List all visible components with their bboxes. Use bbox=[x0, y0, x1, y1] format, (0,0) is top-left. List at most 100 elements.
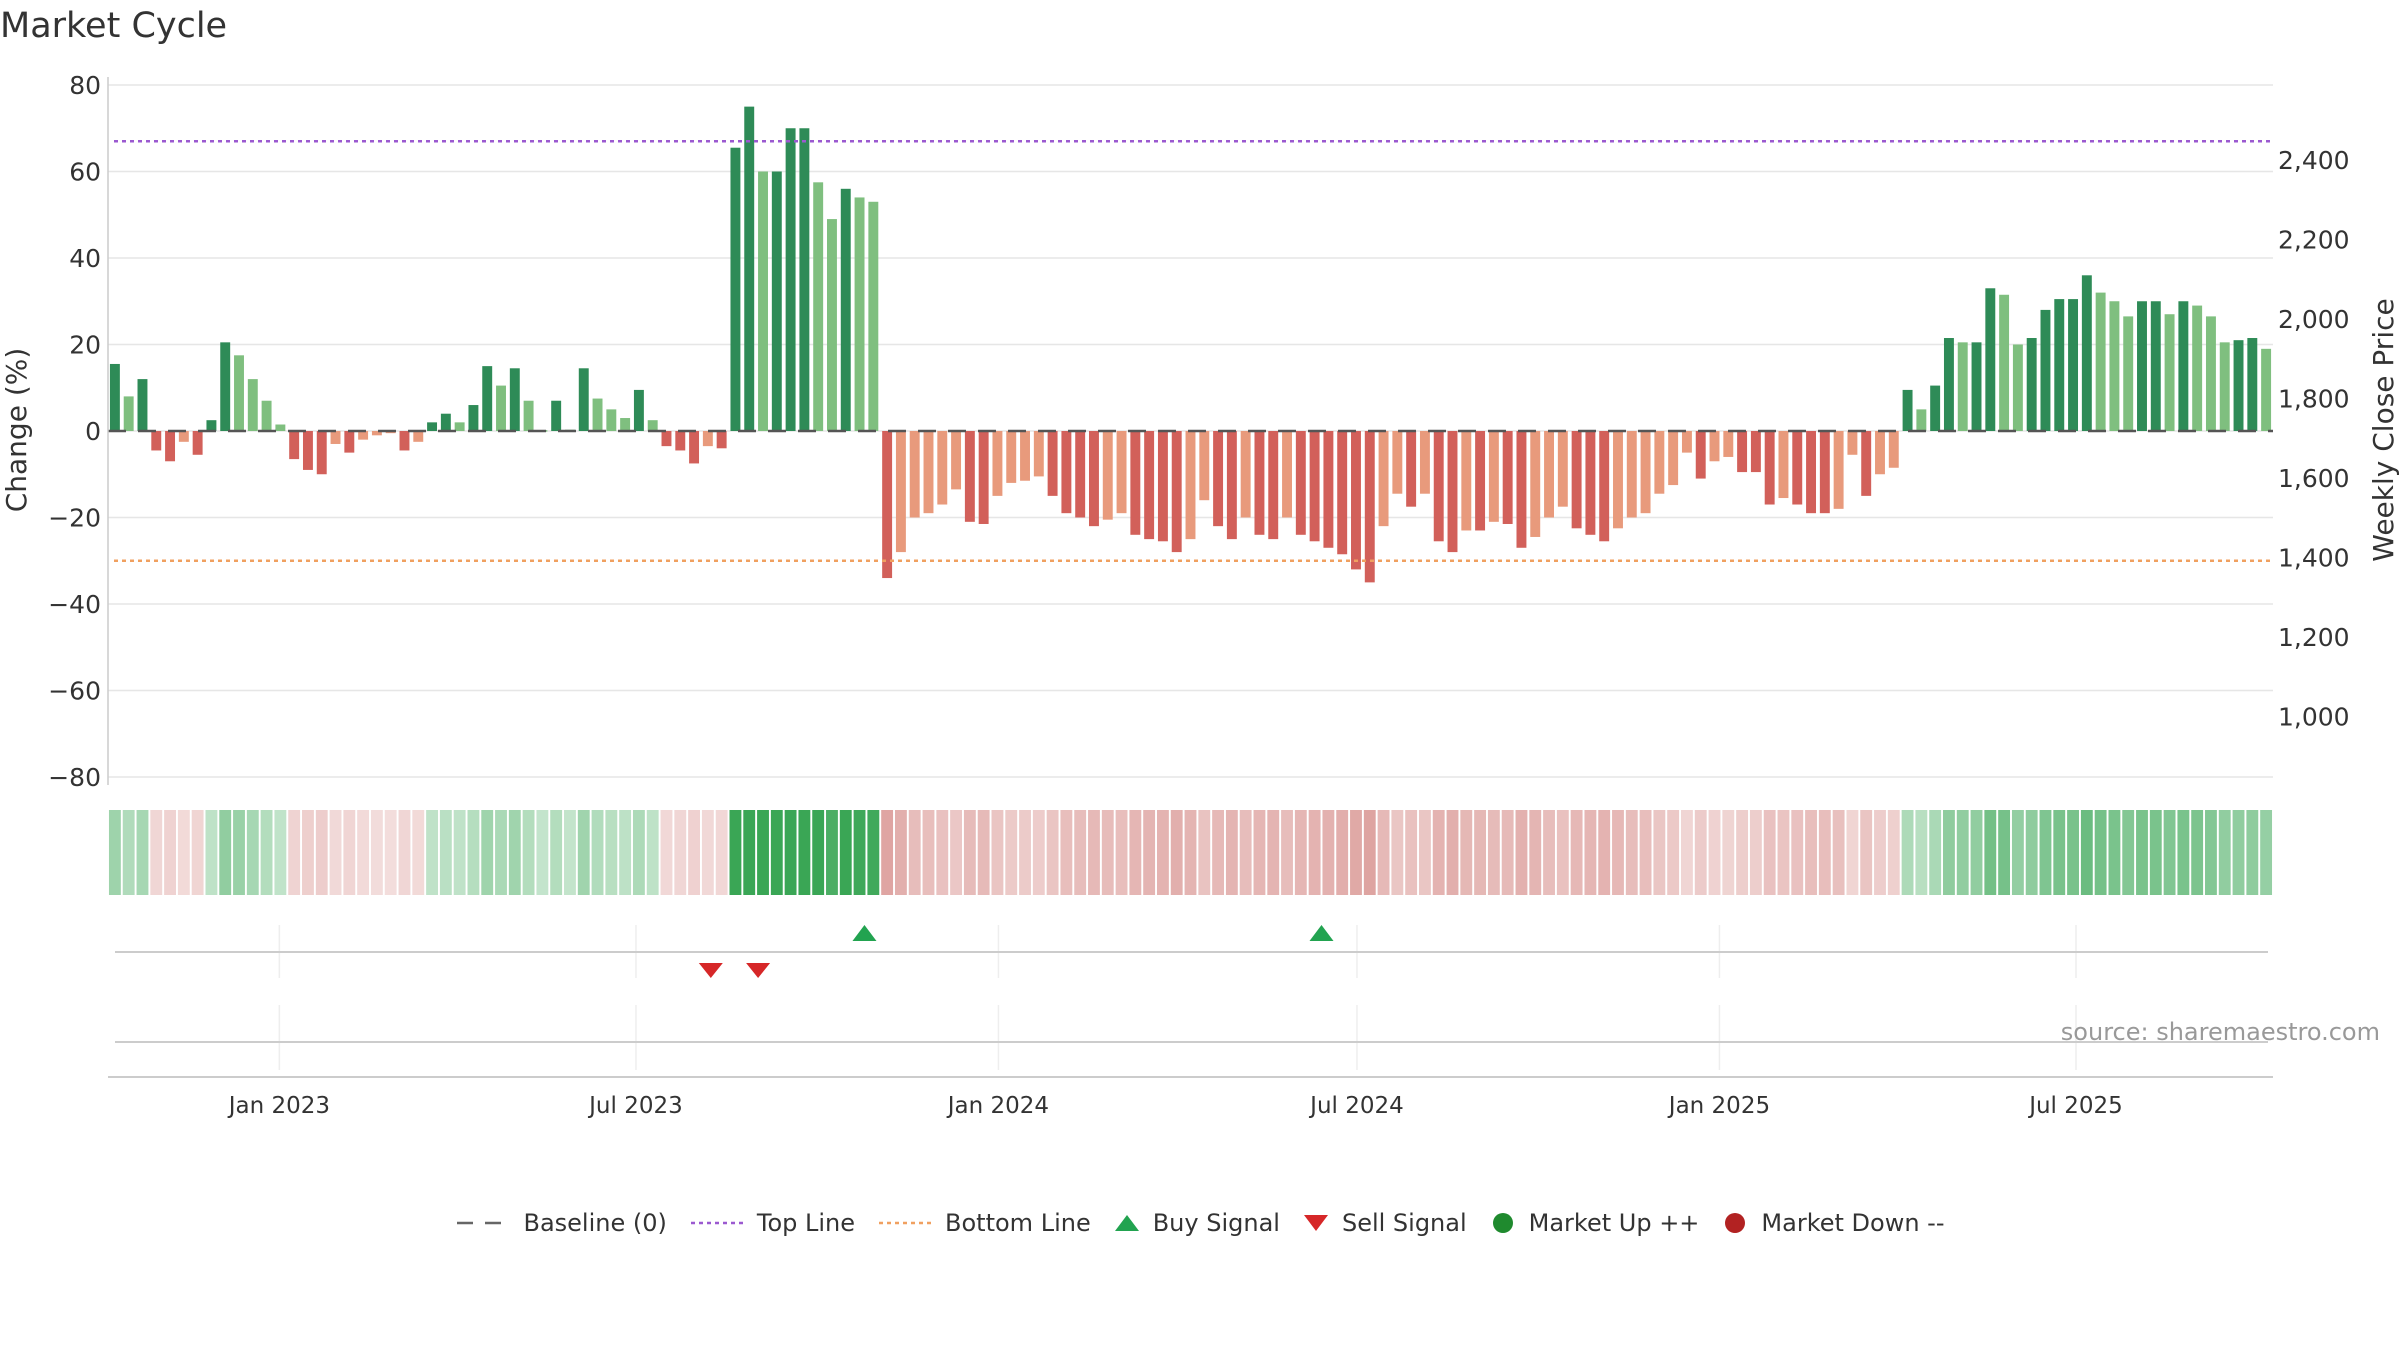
bar bbox=[2150, 301, 2161, 431]
bar bbox=[647, 420, 658, 431]
market-state-cell bbox=[177, 810, 190, 895]
bar-series bbox=[109, 106, 2272, 583]
market-state-cell bbox=[1088, 810, 1100, 895]
bar bbox=[1930, 385, 1941, 431]
bar bbox=[1571, 431, 1582, 529]
market-state-cell bbox=[522, 810, 535, 895]
bar bbox=[909, 431, 920, 518]
market-state-cell bbox=[315, 810, 328, 895]
bar bbox=[1888, 431, 1899, 468]
market-state-cell bbox=[922, 810, 935, 895]
bar bbox=[1475, 431, 1486, 531]
market-state-cell bbox=[1239, 810, 1252, 895]
bar bbox=[206, 420, 217, 431]
market-state-cell bbox=[205, 810, 218, 895]
legend-label: Baseline (0) bbox=[523, 1209, 667, 1237]
bar bbox=[1792, 431, 1803, 505]
market-state-cell bbox=[2108, 810, 2121, 895]
market-state-cell bbox=[467, 810, 480, 895]
bar bbox=[316, 431, 327, 475]
bar bbox=[1102, 431, 1113, 520]
market-state-cell bbox=[826, 810, 838, 895]
bar bbox=[1557, 431, 1568, 507]
market-state-cell bbox=[950, 810, 963, 895]
bar bbox=[1750, 431, 1761, 473]
market-state-cell bbox=[1653, 810, 1666, 895]
bar bbox=[1861, 431, 1872, 496]
legend-label: Buy Signal bbox=[1152, 1209, 1280, 1237]
buy-signal-marker bbox=[852, 925, 877, 941]
market-state-cell bbox=[150, 810, 163, 895]
legend-swatch bbox=[1492, 1213, 1513, 1233]
bar bbox=[151, 431, 162, 451]
market-state-cell bbox=[1998, 810, 2011, 895]
market-state-cell bbox=[2177, 810, 2190, 895]
bar bbox=[427, 422, 438, 431]
market-state-cell bbox=[2136, 810, 2148, 895]
market-state-cell bbox=[1032, 810, 1045, 895]
bar bbox=[2233, 340, 2244, 431]
market-state-cell bbox=[536, 810, 549, 895]
market-state-cell bbox=[1308, 810, 1321, 895]
bar bbox=[358, 431, 369, 440]
bar bbox=[1695, 431, 1706, 479]
market-state-cell bbox=[274, 810, 287, 895]
market-state-cell bbox=[1818, 810, 1831, 895]
market-state-cell bbox=[2205, 810, 2217, 895]
market-state-cell bbox=[1529, 810, 1542, 895]
y-tick-label-left: −40 bbox=[48, 590, 101, 619]
bar bbox=[1971, 342, 1982, 431]
market-state-cell bbox=[646, 810, 659, 895]
market-state-cell bbox=[1694, 810, 1707, 895]
bar bbox=[509, 368, 520, 431]
market-state-cell bbox=[2232, 810, 2245, 895]
market-state-cell bbox=[1681, 810, 1693, 895]
market-state-cell bbox=[2122, 810, 2135, 895]
bar bbox=[785, 128, 796, 431]
market-state-cell bbox=[1143, 810, 1156, 895]
legend: Baseline (0) Top Line Bottom Line Buy Signa… bbox=[0, 1208, 2400, 1238]
bar bbox=[1875, 431, 1885, 475]
market-state-cell bbox=[302, 810, 314, 895]
market-state-cell bbox=[701, 810, 714, 895]
y-axis-label-left: Change (%) bbox=[0, 348, 33, 513]
market-state-cell bbox=[936, 810, 949, 895]
bar bbox=[1213, 431, 1224, 527]
bar bbox=[1226, 431, 1237, 540]
bar bbox=[399, 431, 410, 451]
bar bbox=[827, 219, 837, 431]
bar bbox=[1488, 431, 1499, 522]
market-state-cell bbox=[1474, 810, 1487, 895]
bar bbox=[2026, 338, 2037, 431]
y-tick-label-left: 40 bbox=[69, 244, 101, 273]
legend-swatch bbox=[1303, 1215, 1328, 1231]
bar bbox=[1116, 431, 1127, 514]
market-state-cell bbox=[1887, 810, 1900, 895]
market-state-cell bbox=[564, 810, 576, 895]
market-state-cell bbox=[2080, 810, 2093, 895]
legend-label: Market Up ++ bbox=[1528, 1209, 1700, 1237]
bar bbox=[951, 431, 962, 490]
bar bbox=[1599, 431, 1610, 542]
bar bbox=[2109, 301, 2120, 431]
bar bbox=[1681, 431, 1692, 453]
market-state-cell bbox=[1501, 810, 1514, 895]
bar bbox=[220, 342, 231, 431]
market-state-cell bbox=[688, 810, 700, 895]
market-state-cell bbox=[1846, 810, 1859, 895]
market-state-cell bbox=[1736, 810, 1749, 895]
bar bbox=[247, 379, 258, 431]
market-state-cell bbox=[2260, 810, 2273, 895]
market-state-cell bbox=[1294, 810, 1307, 895]
y-tick-label-right: 2,000 bbox=[2278, 305, 2350, 334]
market-state-cell bbox=[122, 810, 135, 895]
market-state-cell bbox=[426, 810, 438, 895]
market-state-cell bbox=[412, 810, 425, 895]
market-state-cell bbox=[2218, 810, 2231, 895]
bar bbox=[1199, 431, 1210, 501]
bar bbox=[1006, 431, 1017, 483]
reference-lines bbox=[108, 139, 2273, 562]
market-state-cell bbox=[894, 810, 907, 895]
bar bbox=[1282, 431, 1292, 518]
bar bbox=[716, 431, 727, 449]
